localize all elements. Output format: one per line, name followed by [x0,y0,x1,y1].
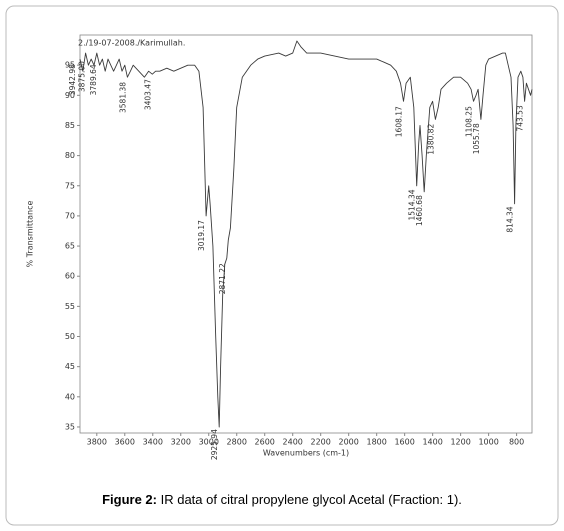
x-axis-title: Wavenumbers (cm-1) [263,449,349,458]
x-tick-label: 1400 [422,438,442,447]
peak-label: 1514.34 [408,189,417,220]
peak-label: 3942.98 [68,64,77,95]
plot-frame [79,34,533,434]
x-tick-label: 2600 [255,438,275,447]
caption-text: IR data of citral propylene glycol Aceta… [161,492,462,507]
y-tick-label: 80 [65,151,75,160]
header: 2./19-07-2008./Karimullah. [78,39,185,48]
peak-label: 2871.22 [218,263,227,294]
caption-label: Figure 2: [102,492,157,507]
spectrum-line [79,40,533,428]
y-tick-label: 55 [65,302,75,311]
x-tick-label: 3600 [115,438,135,447]
y-tick-label: 50 [65,332,75,341]
peak-label: 1608.17 [395,106,404,137]
x-tick-label: 800 [509,438,524,447]
caption: Figure 2: IR data of citral propylene gl… [102,492,462,507]
y-tick-label: 95 [65,61,75,70]
x-tick-label: 2000 [339,438,359,447]
x-tick-label: 2400 [283,438,303,447]
peak-label: 1108.25 [464,106,473,137]
peak-label: 1380.82 [426,123,435,154]
peak-label: 3875.00 [77,61,86,92]
y-tick-label: 60 [65,272,75,281]
y-axis-title: % Transmittance [26,200,35,267]
peak-label: 3019.17 [197,220,206,251]
y-tick-label: 45 [65,362,75,371]
x-tick-label: 1200 [450,438,470,447]
peak-label: 814.34 [506,206,515,232]
y-tick-label: 70 [65,211,75,220]
y-tick-label: 35 [65,422,75,431]
peak-label: 1460.68 [415,195,424,226]
x-tick-label: 1000 [478,438,498,447]
peak-label: 1055.78 [472,123,481,154]
y-tick-label: 85 [65,121,75,130]
x-tick-label: 1600 [394,438,414,447]
peak-label: 743.53 [516,105,525,131]
peak-label: 3403.47 [143,79,152,110]
x-tick-label: 2800 [227,438,247,447]
x-tick-label: 3800 [87,438,107,447]
y-tick-label: 75 [65,181,75,190]
peak-label: 2925.94 [210,429,219,460]
x-tick-label: 3400 [143,438,163,447]
y-tick-label: 90 [65,91,75,100]
figure-border [5,5,559,526]
x-tick-label: 3200 [171,438,191,447]
x-tick-label: 1800 [366,438,386,447]
x-tick-label: 3000 [199,438,219,447]
peak-label: 3581.38 [118,82,127,113]
y-tick-label: 40 [65,392,75,401]
peak-label: 3789.64 [89,64,98,95]
x-tick-label: 2200 [311,438,331,447]
y-tick-label: 65 [65,242,75,251]
